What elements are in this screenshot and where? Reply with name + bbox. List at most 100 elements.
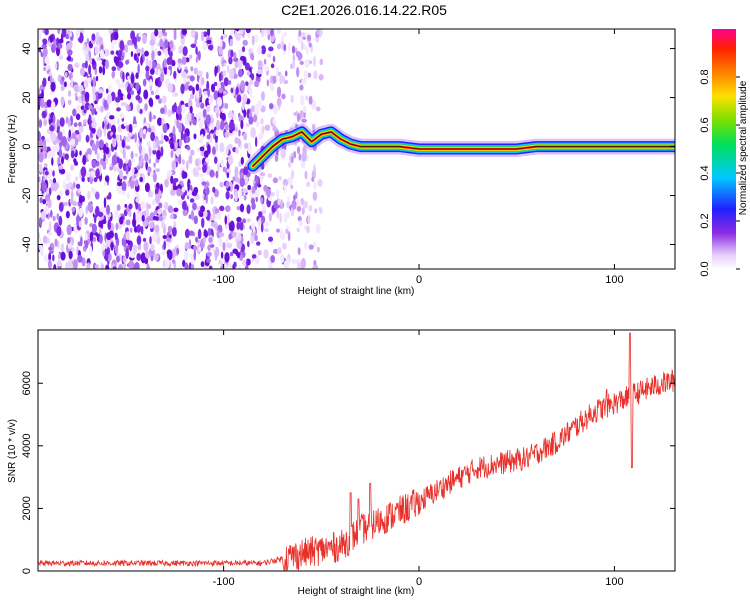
- noise-speckle: [121, 181, 127, 192]
- noise-speckle: [318, 73, 324, 81]
- noise-speckle: [57, 131, 63, 141]
- noise-speckle: [83, 109, 87, 114]
- noise-speckle: [112, 266, 117, 269]
- noise-speckle: [189, 105, 193, 114]
- noise-speckle: [87, 190, 91, 200]
- noise-speckle: [308, 204, 313, 212]
- noise-speckle: [89, 231, 94, 243]
- noise-speckle: [151, 50, 155, 61]
- noise-speckle: [304, 170, 308, 180]
- noise-speckle: [39, 218, 43, 226]
- noise-speckle: [140, 225, 144, 235]
- noise-speckle: [63, 81, 67, 88]
- noise-speckle: [312, 264, 318, 269]
- noise-speckle: [75, 183, 81, 189]
- noise-speckle: [125, 248, 129, 259]
- noise-speckle: [268, 262, 273, 269]
- noise-speckle: [319, 209, 323, 214]
- noise-speckle: [44, 151, 48, 159]
- noise-speckle: [97, 88, 104, 94]
- noise-speckle: [44, 170, 49, 176]
- chart-title: C2E1.2026.016.14.22.R05: [281, 2, 447, 18]
- noise-speckle: [65, 189, 70, 196]
- noise-speckle: [119, 216, 124, 225]
- noise-speckle: [230, 29, 234, 36]
- noise-speckle: [115, 96, 121, 103]
- noise-speckle: [128, 203, 133, 210]
- noise-speckle: [180, 104, 186, 114]
- noise-speckle: [256, 45, 262, 55]
- noise-speckle: [164, 39, 169, 49]
- noise-speckle: [232, 176, 236, 182]
- noise-speckle: [176, 188, 182, 197]
- noise-speckle: [132, 218, 137, 228]
- noise-speckle: [94, 191, 100, 200]
- noise-speckle: [247, 32, 251, 39]
- noise-speckle: [94, 264, 99, 269]
- noise-speckle: [171, 160, 177, 171]
- noise-speckle: [41, 110, 47, 119]
- noise-speckle: [77, 132, 82, 143]
- noise-speckle: [115, 222, 119, 231]
- noise-speckle: [91, 159, 97, 169]
- noise-speckle: [140, 56, 143, 66]
- noise-speckle: [155, 69, 159, 76]
- noise-speckle: [279, 231, 286, 241]
- noise-speckle: [246, 71, 251, 76]
- noise-speckle: [220, 119, 225, 131]
- colorbar-tick-label: 0.8: [699, 69, 711, 84]
- noise-speckle: [67, 54, 72, 62]
- noise-speckle: [238, 232, 242, 242]
- noise-speckle: [299, 95, 305, 107]
- noise-speckle: [181, 29, 188, 36]
- noise-speckle: [127, 132, 133, 137]
- noise-speckle: [165, 237, 172, 242]
- noise-speckle: [117, 61, 124, 68]
- noise-speckle: [205, 114, 211, 125]
- noise-speckle: [177, 199, 183, 206]
- noise-speckle: [198, 246, 202, 252]
- noise-speckle: [78, 220, 82, 228]
- noise-speckle: [105, 244, 108, 249]
- noise-speckle: [251, 254, 257, 259]
- carrier-track-line: [252, 131, 675, 167]
- noise-speckle: [40, 210, 47, 220]
- noise-speckle: [54, 182, 59, 190]
- noise-speckle: [214, 222, 219, 232]
- noise-speckle: [178, 122, 183, 133]
- noise-speckle: [84, 217, 88, 225]
- noise-speckle: [215, 142, 219, 152]
- noise-speckle: [105, 264, 110, 269]
- noise-speckle: [95, 75, 99, 82]
- noise-speckle: [67, 49, 73, 56]
- noise-speckle: [295, 123, 298, 128]
- noise-speckle: [170, 175, 174, 184]
- noise-speckle: [39, 164, 43, 173]
- noise-speckle: [198, 87, 202, 98]
- noise-speckle: [88, 64, 92, 75]
- noise-speckle: [204, 230, 209, 238]
- noise-speckle: [195, 205, 202, 211]
- noise-speckle: [260, 118, 264, 125]
- noise-speckle: [110, 120, 116, 126]
- noise-speckle: [43, 118, 48, 127]
- noise-speckle: [131, 158, 135, 163]
- noise-speckle: [46, 99, 52, 108]
- noise-speckle: [229, 38, 234, 47]
- noise-speckle: [52, 170, 55, 177]
- noise-speckle: [203, 210, 208, 218]
- spectrogram-panel: -100 0 100 40 20 0 -20 -40 Height of straight …: [7, 28, 676, 297]
- noise-speckle: [47, 76, 51, 82]
- noise-speckle: [193, 245, 198, 252]
- noise-speckle: [116, 204, 121, 211]
- noise-speckle: [237, 138, 241, 148]
- noise-speckle: [243, 194, 247, 201]
- noise-speckle: [297, 216, 302, 222]
- noise-speckle: [264, 124, 271, 131]
- noise-speckle: [190, 29, 196, 38]
- noise-speckle: [237, 58, 243, 70]
- noise-speckle: [293, 111, 299, 117]
- noise-speckle: [117, 124, 123, 133]
- noise-speckle: [78, 194, 84, 204]
